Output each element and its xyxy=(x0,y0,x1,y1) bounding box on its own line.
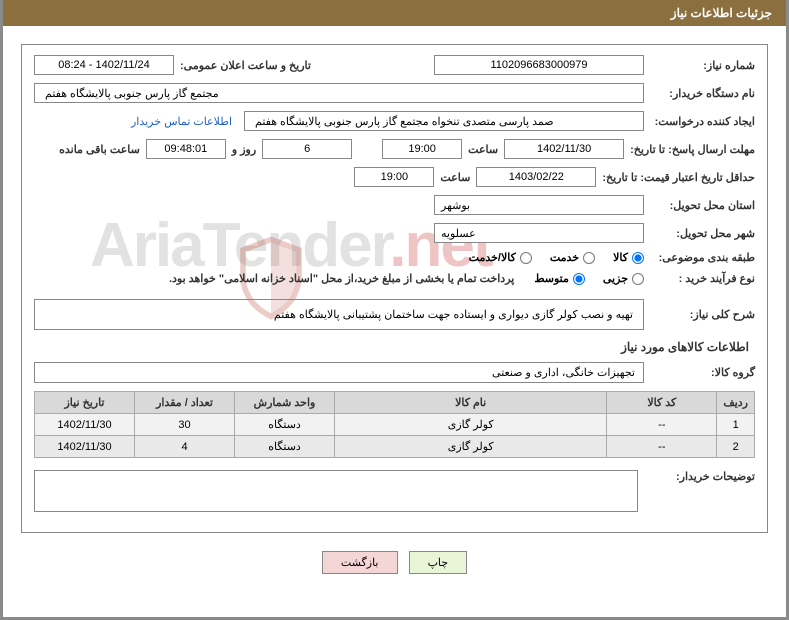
group-label: گروه کالا: xyxy=(650,366,755,379)
goods-section-title: اطلاعات کالاهای مورد نیاز xyxy=(34,340,749,354)
countdown: 09:48:01 xyxy=(146,139,226,159)
buyer-notes-label: توضیحات خریدار: xyxy=(650,470,755,483)
contact-link[interactable]: اطلاعات تماس خریدار xyxy=(131,115,232,128)
city-value: عسلویه xyxy=(434,223,644,243)
th-row: ردیف xyxy=(717,392,755,414)
radio-medium[interactable]: متوسط xyxy=(534,272,585,285)
requester-label: ایجاد کننده درخواست: xyxy=(650,115,755,128)
announce-label: تاریخ و ساعت اعلان عمومی: xyxy=(180,59,311,72)
radio-small[interactable]: جزیی xyxy=(603,272,644,285)
th-date: تاریخ نیاز xyxy=(35,392,135,414)
th-unit: واحد شمارش xyxy=(235,392,335,414)
need-no-value: 1102096683000979 xyxy=(434,55,644,75)
print-button[interactable]: چاپ xyxy=(409,551,468,574)
category-radio-group: کالا خدمت کالا/خدمت xyxy=(469,251,644,264)
purchase-type-group: جزیی متوسط xyxy=(534,272,644,285)
remaining-label: ساعت باقی مانده xyxy=(59,143,140,156)
need-no-label: شماره نیاز: xyxy=(650,59,755,72)
radio-goods-service[interactable]: کالا/خدمت xyxy=(469,251,532,264)
th-code: کد کالا xyxy=(607,392,717,414)
city-label: شهر محل تحویل: xyxy=(650,227,755,240)
buyer-org-value: مجتمع گاز پارس جنوبی پالایشگاه هفتم xyxy=(34,83,644,103)
description-label: شرح کلی نیاز: xyxy=(650,308,755,321)
deadline-time: 19:00 xyxy=(382,139,462,159)
time-word-2: ساعت xyxy=(440,171,470,184)
buyer-org-label: نام دستگاه خریدار: xyxy=(650,87,755,100)
payment-note: پرداخت تمام یا بخشی از مبلغ خرید،از محل … xyxy=(169,272,514,285)
table-row: 2 -- کولر گازی دستگاه 4 1402/11/30 xyxy=(35,436,755,458)
announce-value: 1402/11/24 - 08:24 xyxy=(34,55,174,75)
radio-service[interactable]: خدمت xyxy=(550,251,595,264)
validity-date: 1403/02/22 xyxy=(476,167,596,187)
panel-header: جزئیات اطلاعات نیاز xyxy=(3,0,786,26)
button-bar: چاپ بازگشت xyxy=(21,551,768,574)
main-panel: شماره نیاز: 1102096683000979 تاریخ و ساع… xyxy=(21,44,768,533)
back-button[interactable]: بازگشت xyxy=(322,551,398,574)
province-value: بوشهر xyxy=(434,195,644,215)
days-remaining: 6 xyxy=(262,139,352,159)
deadline-date: 1402/11/30 xyxy=(504,139,624,159)
group-value: تجهیزات خانگی، اداری و صنعتی xyxy=(34,362,644,383)
table-header-row: ردیف کد کالا نام کالا واحد شمارش تعداد /… xyxy=(35,392,755,414)
table-row: 1 -- کولر گازی دستگاه 30 1402/11/30 xyxy=(35,414,755,436)
buyer-notes-box xyxy=(34,470,638,512)
description-box: تهیه و نصب کولر گازی دیواری و ایستاده جه… xyxy=(34,299,644,330)
purchase-type-label: نوع فرآیند خرید : xyxy=(650,272,755,285)
th-qty: تعداد / مقدار xyxy=(135,392,235,414)
th-name: نام کالا xyxy=(335,392,607,414)
radio-goods[interactable]: کالا xyxy=(613,251,644,264)
province-label: استان محل تحویل: xyxy=(650,199,755,212)
time-word-1: ساعت xyxy=(468,143,498,156)
items-table: ردیف کد کالا نام کالا واحد شمارش تعداد /… xyxy=(34,391,755,458)
category-label: طبقه بندی موضوعی: xyxy=(650,251,755,264)
requester-value: صمد پارسی متصدی تنخواه مجتمع گاز پارس جن… xyxy=(244,111,644,131)
header-title: جزئیات اطلاعات نیاز xyxy=(671,6,772,20)
validity-time: 19:00 xyxy=(354,167,434,187)
days-and: روز و xyxy=(232,143,256,156)
validity-label: حداقل تاریخ اعتبار قیمت: تا تاریخ: xyxy=(602,171,755,184)
deadline-label: مهلت ارسال پاسخ: تا تاریخ: xyxy=(630,143,755,156)
